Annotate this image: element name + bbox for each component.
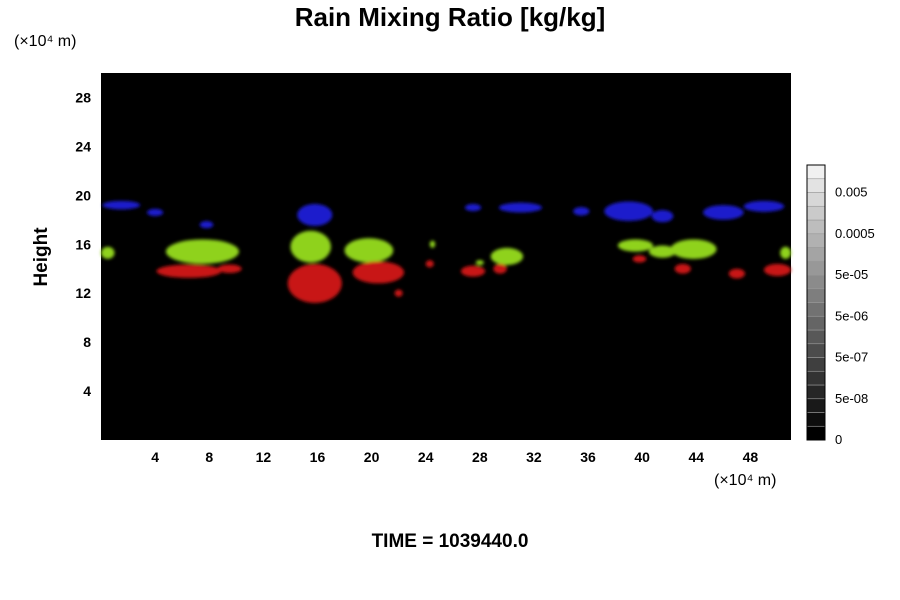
rain-cell-0-10	[743, 200, 785, 212]
colorbar-swatch	[806, 343, 826, 358]
colorbar-swatch	[806, 302, 826, 317]
rain-cell-1-6	[490, 247, 524, 266]
y-tick-label: 20	[75, 187, 91, 203]
x-tick-label: 20	[364, 449, 380, 465]
x-tick-label: 8	[205, 449, 213, 465]
rain-cell-2-4	[394, 289, 403, 297]
rain-cell-1-9	[670, 239, 717, 259]
colorbar-swatch	[806, 274, 826, 290]
colorbar-swatch	[806, 233, 826, 248]
rain-cell-2-9	[674, 263, 691, 274]
colorbar-tick-label: 5e-05	[835, 267, 868, 282]
colorbar-swatch	[806, 315, 826, 331]
rain-cell-2-2	[287, 263, 342, 303]
y-tick-label: 8	[83, 334, 91, 350]
rain-cell-2-3	[352, 261, 405, 284]
rain-cell-2-5	[425, 260, 434, 268]
colorbar-swatch	[806, 247, 826, 262]
rain-cell-0-9	[703, 205, 744, 220]
rain-cell-1-8	[648, 245, 676, 258]
y-tick-label: 12	[75, 285, 91, 301]
colorbar-swatch	[806, 219, 826, 235]
colorbar-swatch	[806, 384, 826, 400]
rain-field	[101, 200, 792, 303]
rain-cell-1-2	[290, 230, 331, 263]
colorbar-swatch	[806, 164, 826, 180]
colorbar-tick-label: 0	[835, 432, 842, 447]
y-axis-ticks: 4 8 12 16 20 24 28	[75, 89, 91, 399]
y-tick-label: 4	[83, 383, 91, 399]
colorbar-swatch	[806, 178, 826, 193]
colorbar-swatch	[806, 412, 826, 427]
colorbar-swatch	[806, 425, 826, 441]
x-tick-label: 44	[689, 449, 705, 465]
x-tick-label: 40	[634, 449, 650, 465]
rain-cell-1-0	[101, 246, 115, 259]
colorbar-swatch	[806, 288, 826, 303]
x-axis-unit-label: (×10⁴ m)	[714, 472, 777, 489]
y-tick-label: 24	[75, 138, 91, 154]
colorbar-tick-label: 5e-07	[835, 350, 868, 365]
x-tick-label: 36	[580, 449, 596, 465]
rain-cell-0-1	[147, 208, 164, 217]
time-label: TIME = 1039440.0	[0, 531, 900, 553]
colorbar-swatch	[806, 260, 826, 276]
x-tick-label: 32	[526, 449, 542, 465]
rain-cell-2-0	[156, 264, 222, 278]
rain-cell-0-7	[604, 201, 653, 222]
colorbar-tick-label: 5e-06	[835, 308, 868, 323]
rain-cell-1-3	[344, 238, 394, 263]
x-tick-label: 48	[743, 449, 759, 465]
rain-cell-2-11	[763, 263, 791, 277]
rain-cell-0-3	[297, 203, 333, 226]
rain-cell-1-4	[429, 240, 436, 248]
colorbar-frame	[806, 164, 826, 441]
x-tick-label: 12	[256, 449, 272, 465]
x-tick-label: 4	[151, 449, 159, 465]
rain-cell-0-8	[651, 210, 674, 223]
colorbar: 0 5e-08 5e-07 5e-06 5e-05 0.0005 0.005	[806, 164, 875, 447]
time-label-text: TIME = 1039440.0	[371, 531, 529, 552]
x-tick-label: 24	[418, 449, 434, 465]
rain-cell-0-6	[573, 206, 590, 216]
rain-cell-2-6	[460, 265, 486, 277]
colorbar-swatch	[806, 398, 826, 413]
rain-cell-0-0	[102, 200, 141, 210]
rain-cell-2-7	[493, 263, 507, 274]
colorbar-swatch	[806, 329, 826, 345]
colorbar-swatch	[806, 205, 826, 221]
rain-cell-1-1	[165, 239, 239, 264]
rain-cell-2-10	[728, 268, 745, 279]
y-axis-unit-label: (×10⁴ m)	[14, 33, 77, 50]
rain-cell-0-2	[199, 221, 214, 229]
colorbar-tick-label: 0.0005	[835, 226, 875, 241]
rain-cell-2-1	[217, 264, 242, 274]
colorbar-tick-label: 5e-08	[835, 391, 868, 406]
rain-cell-0-5	[498, 202, 543, 213]
rain-cell-1-7	[617, 239, 653, 252]
colorbar-swatch	[806, 357, 826, 372]
x-tick-label: 16	[310, 449, 326, 465]
rain-cell-1-5	[475, 260, 484, 266]
colorbar-swatch	[806, 370, 826, 386]
chart-title: Rain Mixing Ratio [kg/kg]	[294, 2, 606, 32]
colorbar-swatch	[806, 192, 826, 207]
rain-cell-1-10	[780, 246, 792, 259]
x-tick-label: 28	[472, 449, 488, 465]
rain-cell-2-8	[632, 255, 647, 263]
y-tick-label: 28	[75, 89, 91, 105]
rain-cell-0-4	[464, 203, 482, 212]
y-tick-label: 16	[75, 236, 91, 252]
x-axis-ticks: 4 8 12 16 20 24 28 32 36 40 44 48	[151, 449, 758, 465]
colorbar-tick-label: 0.005	[835, 185, 868, 200]
